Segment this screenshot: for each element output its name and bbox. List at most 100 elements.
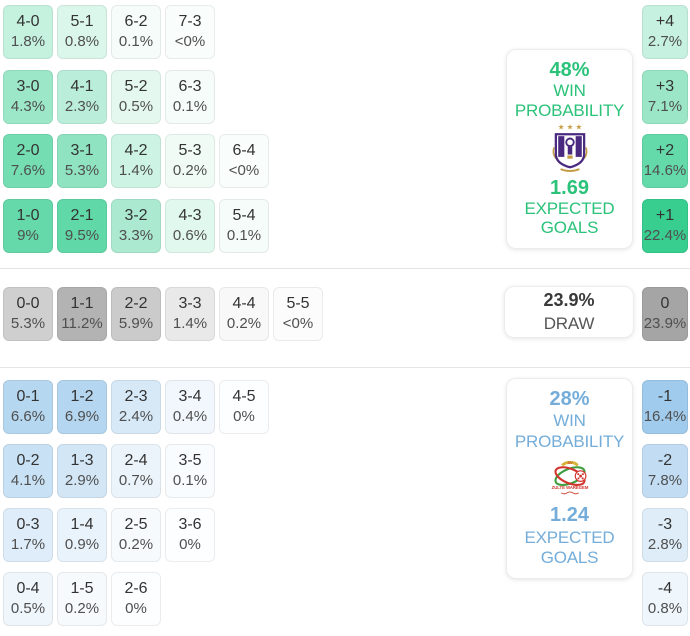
score-cell: 2-3 2.4% [111,380,161,434]
goal-diff-cell-pct: 2.7% [647,33,683,51]
score-cell: 3-3 1.4% [165,287,215,341]
shield-gold-base [566,155,573,159]
goal-diff-cell-pct: 16.4% [643,408,687,426]
shield-bar-right [575,136,582,157]
score-cell-pct: 0.6% [172,227,208,245]
score-cell-label: 3-3 [178,295,202,313]
score-cell-label: 1-5 [70,580,94,598]
goal-diff-cell: -3 2.8% [642,508,688,562]
score-cell: 2-0 7.6% [3,134,53,188]
score-cell-label: 4-4 [232,295,256,313]
red-ellipse [553,466,586,486]
monogram-ring [564,137,575,148]
score-cell: 4-3 0.6% [165,199,215,253]
goal-diff-cell-pct: 2.8% [647,536,683,554]
score-cell-pct: 0.2% [118,536,154,554]
score-cell: 5-1 0.8% [57,5,107,59]
score-cell-pct: 7.6% [10,162,46,180]
score-cell: 0-4 0.5% [3,572,53,626]
score-cell-label: 3-1 [70,142,94,160]
home-win-panel: 48% WIN PROBABILITY ★ ★ ★ 1.69 EXPECTED … [506,49,633,249]
away-win-label: WIN [553,411,586,431]
score-cell: 6-4 <0% [219,134,269,188]
score-cell-pct: 0.2% [226,315,262,333]
anderlecht-logo: ★ ★ ★ [552,123,587,173]
goal-diff-cell-label: -2 [657,452,673,470]
anderlecht-stars: ★ ★ ★ [557,123,582,132]
monogram-stem [567,146,572,155]
home-expected-goals-value: 1.69 [550,176,589,199]
score-cell-label: 1-4 [70,516,94,534]
goal-diff-cell-pct: 7.1% [647,98,683,116]
section-divider-top [0,268,690,269]
score-cell-pct: <0% [228,162,260,180]
draw-label: DRAW [543,313,595,333]
goal-diff-cell: +4 2.7% [642,5,688,59]
score-cell-label: 3-0 [16,78,40,96]
score-cell-label: 7-3 [178,13,202,31]
score-cell-pct: 1.7% [10,536,46,554]
score-cell: 1-3 2.9% [57,444,107,498]
score-cell-label: 6-4 [232,142,256,160]
top-arc [560,460,579,467]
home-probability-label: PROBABILITY [514,100,625,120]
score-cell: 4-4 0.2% [219,287,269,341]
score-cell-label: 2-5 [124,516,148,534]
score-cell: 1-1 11.2% [57,287,107,341]
score-cell: 2-5 0.2% [111,508,161,562]
score-cell-pct: 0% [179,536,201,554]
home-goals-label: GOALS [540,218,599,238]
score-cell-pct: 6.6% [10,408,46,426]
goal-diff-cell: +2 14.6% [642,134,688,188]
home-win-probability-value: 48% [549,59,590,81]
score-cell: 0-1 6.6% [3,380,53,434]
score-cell-pct: 4.1% [10,472,46,490]
goal-diff-cell-pct: 23.9% [643,315,687,333]
score-cell-pct: 0.1% [226,227,262,245]
score-cell: 7-3 <0% [165,5,215,59]
score-cell-pct: 9.5% [64,227,100,245]
score-cell-pct: 9% [17,227,39,245]
goal-diff-cell: -4 0.8% [642,572,688,626]
logo-sv-text: SV [567,461,573,465]
score-cell: 6-3 0.1% [165,70,215,124]
score-cell-label: 3-2 [124,207,148,225]
score-cell: 5-5 <0% [273,287,323,341]
green-ellipse [553,466,586,486]
score-cell: 2-2 5.9% [111,287,161,341]
score-cell-pct: 0.2% [64,600,100,618]
score-cell-label: 0-2 [16,452,40,470]
goal-diff-cell-pct: 7.8% [647,472,683,490]
score-cell-label: 1-3 [70,452,94,470]
logo-script-squiggle [560,491,579,495]
score-cell: 3-1 5.3% [57,134,107,188]
score-cell-label: 2-0 [16,142,40,160]
score-cell-label: 1-1 [70,295,94,313]
score-cell: 2-4 0.7% [111,444,161,498]
score-cell-pct: <0% [282,315,314,333]
logo-banner-text: ZULTE WAREGEM [551,485,588,490]
goal-diff-cell-pct: 22.4% [643,227,687,245]
score-cell-pct: 5.3% [10,315,46,333]
score-cell: 3-2 3.3% [111,199,161,253]
score-cell: 4-0 1.8% [3,5,53,59]
goal-diff-cell: 0 23.9% [642,287,688,341]
score-cell-pct: 0.1% [118,33,154,51]
score-cell: 4-1 2.3% [57,70,107,124]
score-cell-pct: 0.4% [172,408,208,426]
score-cell-label: 5-2 [124,78,148,96]
score-cell: 5-4 0.1% [219,199,269,253]
score-cell-label: 4-0 [16,13,40,31]
score-cell-label: 2-6 [124,580,148,598]
goal-diff-cell-pct: 0.8% [647,600,683,618]
away-expected-label: EXPECTED [524,527,615,547]
score-cell-pct: 1.4% [172,315,208,333]
gold-banner [559,168,580,173]
score-cell-pct: 6.9% [64,408,100,426]
score-cell-pct: 1.4% [118,162,154,180]
score-cell-pct: 2.9% [64,472,100,490]
score-cell-label: 4-2 [124,142,148,160]
score-cell-pct: 0% [233,408,255,426]
score-cell: 4-5 0% [219,380,269,434]
